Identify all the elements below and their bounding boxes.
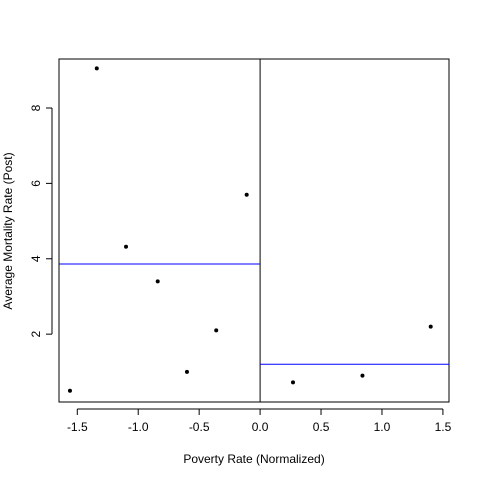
x-tick-label: -1.5 [67, 420, 88, 434]
data-point [360, 373, 365, 378]
data-point [291, 380, 295, 385]
x-tick-label: 1.0 [374, 420, 391, 434]
data-point [124, 244, 129, 249]
x-axis: -1.5 -1.0 -0.5 0.0 0.5 1.0 1.5 [67, 408, 452, 434]
x-tick-label: 1.5 [435, 420, 452, 434]
x-tick-label: -1.0 [128, 420, 149, 434]
data-point [94, 66, 99, 71]
x-axis-title: Poverty Rate (Normalized) [183, 452, 324, 466]
data-point [155, 279, 160, 284]
data-point [67, 388, 72, 393]
x-tick-label: -0.5 [189, 420, 210, 434]
data-point [214, 328, 219, 333]
x-tick-label: 0.5 [313, 420, 330, 434]
data-point [184, 369, 189, 374]
y-axis-title: Average Mortality Rate (Post) [1, 152, 15, 309]
data-point [244, 192, 249, 197]
y-tick-label: 4 [29, 255, 43, 262]
y-axis: 2 4 6 8 [29, 104, 53, 337]
y-tick-label: 8 [29, 104, 43, 111]
chart-marks [59, 59, 449, 402]
y-tick-label: 6 [29, 180, 43, 187]
x-tick-label: 0.0 [252, 420, 269, 434]
y-tick-label: 2 [29, 330, 43, 337]
plot-frame [58, 58, 450, 403]
data-point [428, 324, 433, 329]
